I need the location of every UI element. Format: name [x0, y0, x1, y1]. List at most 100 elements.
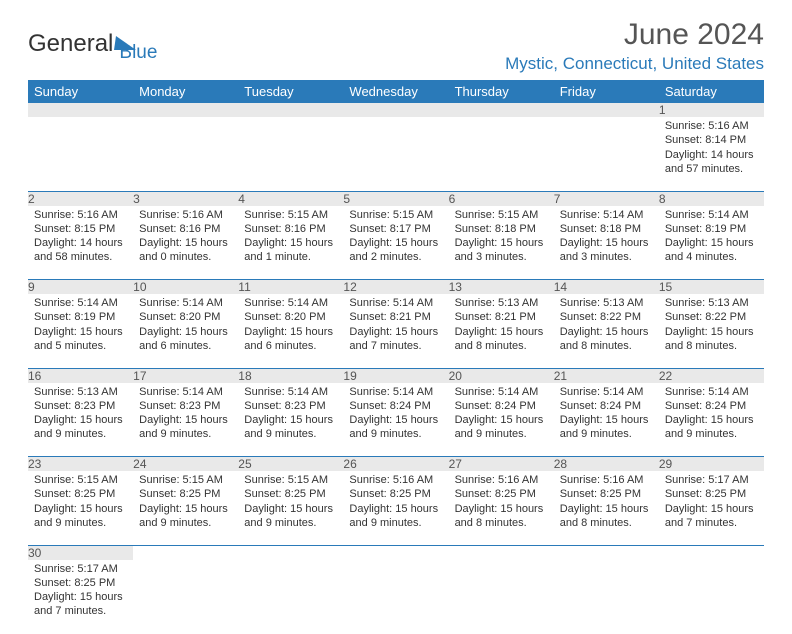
day-cell-body: Sunrise: 5:14 AMSunset: 8:24 PMDaylight:…	[554, 383, 659, 446]
sunrise-text: Sunrise: 5:14 AM	[665, 385, 758, 399]
daylight-text: Daylight: 15 hours and 7 minutes.	[34, 590, 127, 619]
daylight-text: Daylight: 15 hours and 6 minutes.	[139, 325, 232, 354]
day-cell: Sunrise: 5:16 AMSunset: 8:15 PMDaylight:…	[28, 206, 133, 280]
daylight-text: Daylight: 15 hours and 7 minutes.	[349, 325, 442, 354]
sunrise-text: Sunrise: 5:15 AM	[34, 473, 127, 487]
day-number: 13	[449, 280, 554, 295]
day-number	[343, 545, 448, 560]
daylight-text: Daylight: 15 hours and 9 minutes.	[455, 413, 548, 442]
day-cell: Sunrise: 5:16 AMSunset: 8:25 PMDaylight:…	[343, 471, 448, 545]
day-number	[343, 103, 448, 117]
day-cell: Sunrise: 5:13 AMSunset: 8:23 PMDaylight:…	[28, 383, 133, 457]
day-number: 23	[28, 457, 133, 472]
daylight-text: Daylight: 15 hours and 5 minutes.	[34, 325, 127, 354]
day-number: 20	[449, 368, 554, 383]
calendar-table: Sunday Monday Tuesday Wednesday Thursday…	[28, 80, 764, 634]
day-cell	[449, 560, 554, 634]
sunrise-text: Sunrise: 5:13 AM	[665, 296, 758, 310]
day-cell-body: Sunrise: 5:15 AMSunset: 8:17 PMDaylight:…	[343, 206, 448, 269]
day-number	[554, 103, 659, 117]
sunset-text: Sunset: 8:22 PM	[560, 310, 653, 324]
weekday-header: Saturday	[659, 80, 764, 103]
day-number: 3	[133, 191, 238, 206]
sunset-text: Sunset: 8:24 PM	[455, 399, 548, 413]
day-cell-body: Sunrise: 5:14 AMSunset: 8:19 PMDaylight:…	[28, 294, 133, 357]
weekday-header: Monday	[133, 80, 238, 103]
day-cell-body: Sunrise: 5:14 AMSunset: 8:18 PMDaylight:…	[554, 206, 659, 269]
sunrise-text: Sunrise: 5:16 AM	[349, 473, 442, 487]
sunset-text: Sunset: 8:19 PM	[34, 310, 127, 324]
day-cell: Sunrise: 5:15 AMSunset: 8:25 PMDaylight:…	[238, 471, 343, 545]
weekday-header-row: Sunday Monday Tuesday Wednesday Thursday…	[28, 80, 764, 103]
day-cell: Sunrise: 5:14 AMSunset: 8:19 PMDaylight:…	[659, 206, 764, 280]
sunset-text: Sunset: 8:25 PM	[665, 487, 758, 501]
day-number	[133, 103, 238, 117]
daylight-text: Daylight: 15 hours and 3 minutes.	[560, 236, 653, 265]
daylight-text: Daylight: 15 hours and 9 minutes.	[34, 502, 127, 531]
sunset-text: Sunset: 8:18 PM	[560, 222, 653, 236]
day-cell	[238, 560, 343, 634]
sunrise-text: Sunrise: 5:17 AM	[34, 562, 127, 576]
sunset-text: Sunset: 8:23 PM	[244, 399, 337, 413]
sunset-text: Sunset: 8:25 PM	[34, 576, 127, 590]
sunset-text: Sunset: 8:25 PM	[34, 487, 127, 501]
sunset-text: Sunset: 8:25 PM	[139, 487, 232, 501]
daylight-text: Daylight: 15 hours and 2 minutes.	[349, 236, 442, 265]
daylight-text: Daylight: 15 hours and 9 minutes.	[244, 413, 337, 442]
sunrise-text: Sunrise: 5:14 AM	[560, 385, 653, 399]
sunset-text: Sunset: 8:25 PM	[349, 487, 442, 501]
sunset-text: Sunset: 8:25 PM	[244, 487, 337, 501]
daylight-text: Daylight: 15 hours and 8 minutes.	[560, 502, 653, 531]
sunrise-text: Sunrise: 5:16 AM	[139, 208, 232, 222]
day-number	[133, 545, 238, 560]
day-cell: Sunrise: 5:14 AMSunset: 8:24 PMDaylight:…	[343, 383, 448, 457]
sunset-text: Sunset: 8:24 PM	[560, 399, 653, 413]
day-number: 15	[659, 280, 764, 295]
daylight-text: Daylight: 15 hours and 8 minutes.	[665, 325, 758, 354]
sunset-text: Sunset: 8:20 PM	[139, 310, 232, 324]
daylight-text: Daylight: 15 hours and 8 minutes.	[455, 325, 548, 354]
day-cell: Sunrise: 5:14 AMSunset: 8:24 PMDaylight:…	[659, 383, 764, 457]
header: General Blue June 2024 Mystic, Connectic…	[28, 18, 764, 74]
day-number: 27	[449, 457, 554, 472]
day-cell-body: Sunrise: 5:15 AMSunset: 8:25 PMDaylight:…	[28, 471, 133, 534]
day-cell: Sunrise: 5:17 AMSunset: 8:25 PMDaylight:…	[28, 560, 133, 634]
day-cell	[554, 560, 659, 634]
sunrise-text: Sunrise: 5:14 AM	[349, 296, 442, 310]
day-cell-body: Sunrise: 5:14 AMSunset: 8:20 PMDaylight:…	[133, 294, 238, 357]
day-number-row: 23242526272829	[28, 457, 764, 472]
day-cell-body: Sunrise: 5:14 AMSunset: 8:24 PMDaylight:…	[449, 383, 554, 446]
sunset-text: Sunset: 8:21 PM	[349, 310, 442, 324]
day-number	[28, 103, 133, 117]
day-cell-body: Sunrise: 5:14 AMSunset: 8:20 PMDaylight:…	[238, 294, 343, 357]
day-cell-body: Sunrise: 5:14 AMSunset: 8:21 PMDaylight:…	[343, 294, 448, 357]
day-cell: Sunrise: 5:14 AMSunset: 8:21 PMDaylight:…	[343, 294, 448, 368]
day-number: 1	[659, 103, 764, 117]
week-row: Sunrise: 5:15 AMSunset: 8:25 PMDaylight:…	[28, 471, 764, 545]
day-number: 11	[238, 280, 343, 295]
day-cell	[343, 560, 448, 634]
day-number: 28	[554, 457, 659, 472]
daylight-text: Daylight: 15 hours and 3 minutes.	[455, 236, 548, 265]
daylight-text: Daylight: 15 hours and 9 minutes.	[665, 413, 758, 442]
sunrise-text: Sunrise: 5:16 AM	[665, 119, 758, 133]
day-cell: Sunrise: 5:14 AMSunset: 8:23 PMDaylight:…	[238, 383, 343, 457]
day-cell-body: Sunrise: 5:13 AMSunset: 8:22 PMDaylight:…	[659, 294, 764, 357]
sunrise-text: Sunrise: 5:13 AM	[455, 296, 548, 310]
day-cell-body: Sunrise: 5:16 AMSunset: 8:25 PMDaylight:…	[449, 471, 554, 534]
sunrise-text: Sunrise: 5:14 AM	[244, 385, 337, 399]
title-block: June 2024 Mystic, Connecticut, United St…	[505, 18, 764, 74]
day-number-row: 16171819202122	[28, 368, 764, 383]
sunrise-text: Sunrise: 5:14 AM	[665, 208, 758, 222]
day-number-row: 9101112131415	[28, 280, 764, 295]
week-row: Sunrise: 5:14 AMSunset: 8:19 PMDaylight:…	[28, 294, 764, 368]
day-cell-body: Sunrise: 5:14 AMSunset: 8:23 PMDaylight:…	[238, 383, 343, 446]
sunset-text: Sunset: 8:25 PM	[560, 487, 653, 501]
day-cell-body: Sunrise: 5:15 AMSunset: 8:25 PMDaylight:…	[133, 471, 238, 534]
sunrise-text: Sunrise: 5:14 AM	[139, 385, 232, 399]
day-number: 7	[554, 191, 659, 206]
weekday-header: Wednesday	[343, 80, 448, 103]
daylight-text: Daylight: 15 hours and 9 minutes.	[139, 502, 232, 531]
day-cell-body: Sunrise: 5:14 AMSunset: 8:19 PMDaylight:…	[659, 206, 764, 269]
day-cell: Sunrise: 5:15 AMSunset: 8:25 PMDaylight:…	[133, 471, 238, 545]
